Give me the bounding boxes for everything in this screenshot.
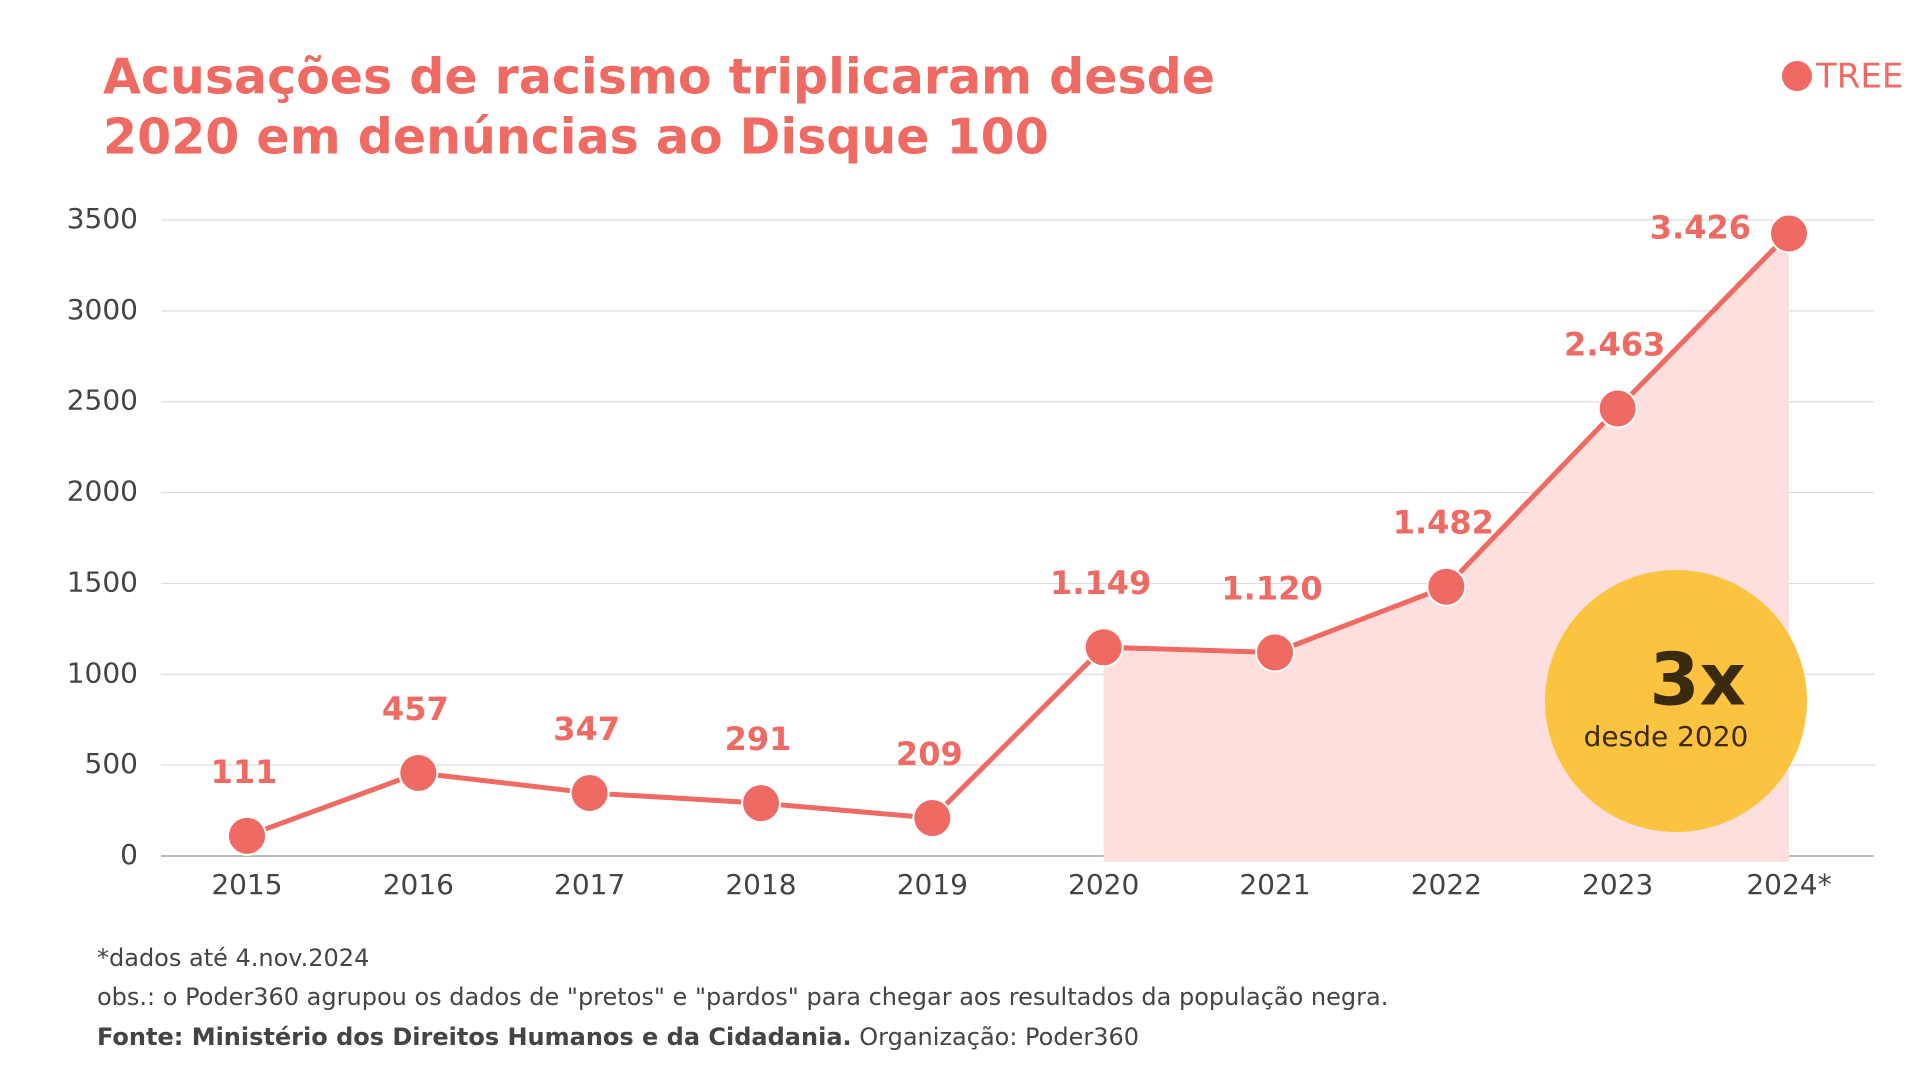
y-tick-label: 500 <box>85 747 138 780</box>
y-tick-label: 1500 <box>67 565 138 598</box>
x-tick-label: 2016 <box>383 868 454 901</box>
x-tick-label: 2017 <box>554 868 625 901</box>
callout-circle <box>1545 570 1807 832</box>
x-tick-label: 2019 <box>897 868 968 901</box>
y-tick-label: 2000 <box>67 475 138 508</box>
x-tick-label: 2018 <box>725 868 796 901</box>
value-label: 111 <box>211 753 278 791</box>
y-tick-label: 2500 <box>67 384 138 417</box>
y-tick-label: 0 <box>120 838 138 871</box>
x-tick-label: 2024* <box>1746 868 1831 901</box>
x-tick-label: 2015 <box>211 868 282 901</box>
value-label: 1.120 <box>1221 569 1322 607</box>
y-tick-label: 3500 <box>67 202 138 235</box>
callout-big: 3x <box>1649 638 1746 722</box>
source: Fonte: Ministério dos Direitos Humanos e… <box>97 1023 1139 1051</box>
note: *dados até 4.nov.2024 <box>97 944 369 972</box>
point <box>227 815 267 856</box>
value-label: 457 <box>382 690 449 728</box>
callout-small: desde 2020 <box>1584 720 1749 753</box>
note: obs.: o Poder360 agrupou os dados de "pr… <box>97 983 1388 1011</box>
y-tick-label: 3000 <box>67 293 138 326</box>
value-label: 209 <box>896 735 963 773</box>
logo: TREE <box>1815 57 1903 97</box>
value-label: 347 <box>553 710 620 748</box>
point <box>1426 566 1467 607</box>
point <box>912 798 953 839</box>
chart-title: 2020 em denúncias ao Disque 100 <box>103 109 1049 166</box>
point <box>1597 388 1638 429</box>
value-label: 1.482 <box>1393 504 1494 542</box>
y-tick-label: 1000 <box>67 656 138 689</box>
x-tick-label: 2021 <box>1239 868 1310 901</box>
logo-icon <box>1782 61 1812 91</box>
value-label: 2.463 <box>1564 325 1665 363</box>
x-tick-label: 2020 <box>1068 868 1139 901</box>
line <box>246 231 1791 839</box>
value-label: 291 <box>725 720 792 758</box>
point <box>1255 632 1295 673</box>
point <box>741 783 781 824</box>
x-tick-label: 2023 <box>1582 868 1653 901</box>
value-label: 1.149 <box>1050 564 1151 602</box>
source-rest: Organização: Poder360 <box>859 1023 1139 1051</box>
point <box>398 752 439 793</box>
point <box>1769 213 1809 254</box>
grid <box>161 219 1874 857</box>
x-tick-label: 2022 <box>1411 868 1482 901</box>
point <box>1083 627 1124 668</box>
value-label: 3.426 <box>1650 208 1751 246</box>
chart-title: Acusações de racismo triplicaram desde <box>103 49 1215 106</box>
source-bold: Fonte: Ministério dos Direitos Humanos e… <box>97 1023 852 1051</box>
point <box>569 772 610 813</box>
